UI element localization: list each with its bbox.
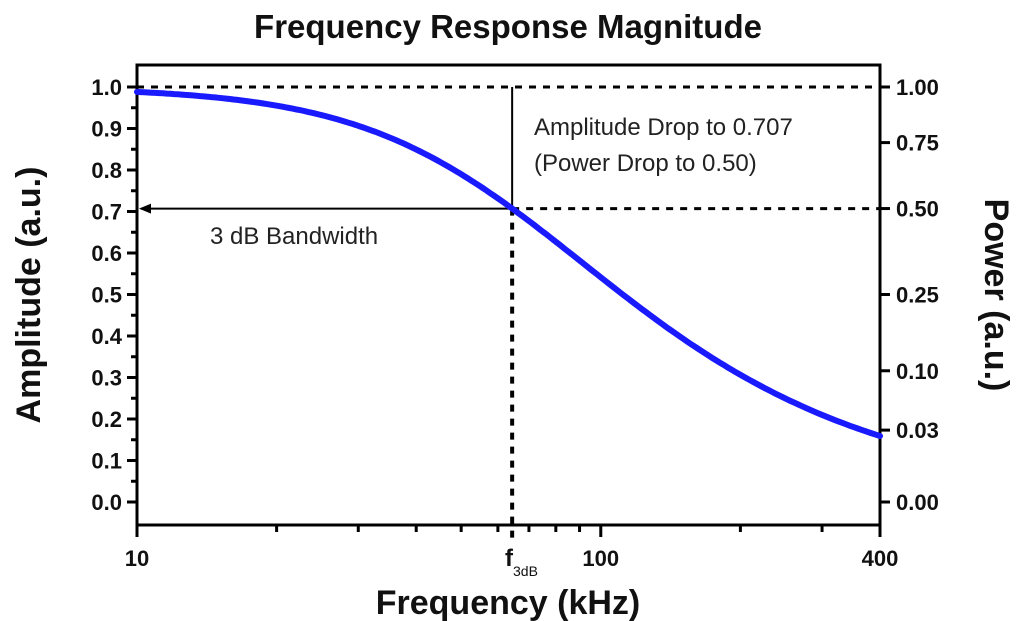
y-tick-label: 1.0	[91, 75, 122, 100]
y-tick-label: 0.4	[91, 324, 122, 349]
y-tick-label: 0.7	[91, 200, 122, 225]
x-tick-label: 100	[582, 546, 619, 571]
amplitude-series-line	[134, 88, 883, 439]
y2-tick-label: 0.50	[896, 197, 939, 222]
y-tick-label: 0.9	[91, 117, 122, 142]
y2-tick-label: 0.75	[896, 131, 939, 156]
annotation-power-drop: (Power Drop to 0.50)	[534, 150, 757, 177]
x-tick-label: 10	[125, 546, 149, 571]
x-tick-label: 400	[862, 546, 899, 571]
y2-tick-label: 0.03	[896, 418, 939, 443]
f3db-tick-label: f3dB	[505, 545, 538, 579]
annotation-amplitude-drop: Amplitude Drop to 0.707	[534, 114, 793, 141]
y2-axis-label: Power (a.u.)	[977, 199, 1015, 392]
y2-tick-label: 0.10	[896, 359, 939, 384]
y-tick-label: 0.3	[91, 366, 122, 391]
y2-tick-label: 0.00	[896, 490, 939, 515]
y-tick-label: 0.6	[91, 241, 122, 266]
y-tick-label: 0.2	[91, 407, 122, 432]
y-tick-label: 0.1	[91, 449, 122, 474]
y-tick-label: 0.0	[91, 490, 122, 515]
y2-tick-label: 1.00	[896, 75, 939, 100]
chart-title: Frequency Response Magnitude	[254, 8, 762, 45]
y-axis-label: Amplitude (a.u.)	[10, 167, 48, 424]
y-tick-label: 0.5	[91, 283, 122, 308]
bandwidth-arrow-head-left	[139, 203, 151, 214]
y-tick-label: 0.8	[91, 158, 122, 183]
annotation-bandwidth: 3 dB Bandwidth	[210, 223, 378, 250]
y2-tick-label: 0.25	[896, 283, 939, 308]
x-axis-label: Frequency (kHz)	[376, 584, 641, 621]
